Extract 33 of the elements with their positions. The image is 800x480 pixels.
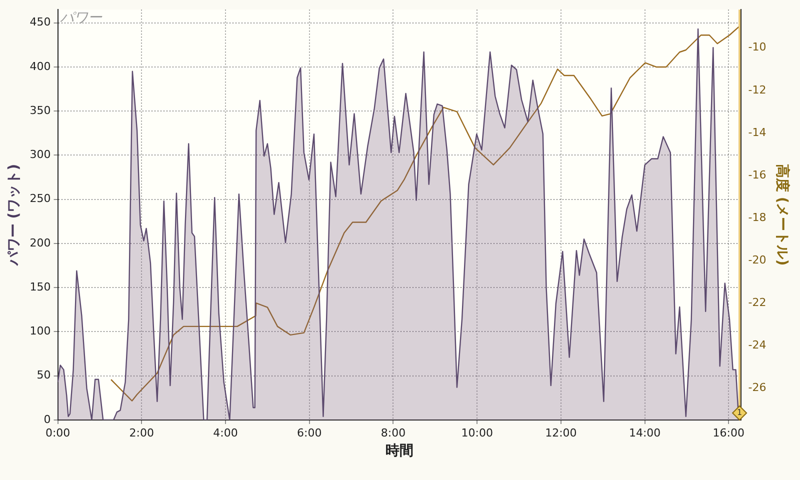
x-tick-label: 6:00	[297, 426, 322, 440]
y2-tick-label: -18	[748, 210, 766, 224]
y2-tick-label: -10	[748, 40, 766, 54]
x-axis-title: 時間	[386, 443, 414, 460]
y-tick-label: 450	[30, 16, 51, 29]
y2-tick-label: -24	[748, 338, 766, 352]
y-tick-label: 350	[30, 104, 51, 117]
y2-tick-label: -16	[748, 168, 766, 182]
y-axis-title: パワー (ワット)	[6, 164, 22, 267]
y-tick-label: 150	[30, 280, 51, 294]
y2-tick-label: -14	[748, 126, 766, 139]
y-tick-label: 400	[30, 60, 51, 73]
y-tick-label: 200	[30, 236, 51, 250]
y2-axis-title: 高度 (メートル)	[774, 164, 791, 266]
y2-tick-label: -12	[748, 83, 766, 96]
x-tick-label: 14:00	[628, 426, 661, 440]
annotation: 1	[737, 408, 742, 418]
y-tick-label: 0	[44, 412, 51, 426]
y2-tick-label: -20	[748, 253, 766, 266]
x-tick-label: 10:00	[461, 426, 493, 440]
x-tick-label: 2:00	[129, 426, 154, 440]
x-tick-label: 16:00	[712, 426, 745, 440]
y2-tick-label: -26	[748, 380, 766, 394]
y-tick-label: 250	[30, 192, 51, 206]
x-tick-label: 0:00	[45, 426, 70, 440]
x-tick-label: 8:00	[380, 426, 406, 440]
x-tick-label: 4:00	[213, 426, 238, 440]
y-tick-label: 50	[36, 368, 51, 382]
chart-title: パワー	[60, 10, 103, 26]
x-tick-label: 12:00	[545, 426, 577, 440]
y-tick-label: 300	[30, 148, 51, 162]
y2-tick-label: -22	[748, 296, 766, 309]
y-tick-label: 100	[30, 324, 51, 338]
